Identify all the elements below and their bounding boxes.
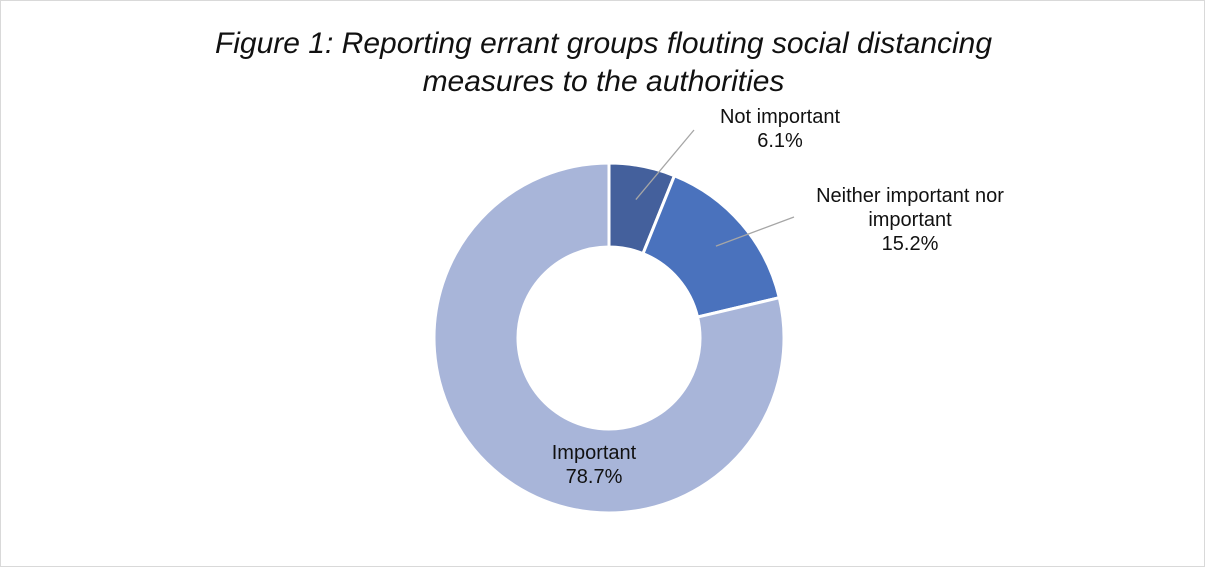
data-label-value: 15.2% [882, 233, 939, 255]
data-label-category: Important [552, 442, 637, 464]
data-label-category: Neither important nor [816, 185, 1004, 207]
data-label-value: 78.7% [566, 466, 623, 488]
leader-line-not_important [635, 129, 695, 200]
data-label-important: Important 78.7% [552, 442, 637, 488]
slice-neither [641, 173, 782, 319]
chart-title-line-1: Figure 1: Reporting errant groups flouti… [214, 27, 993, 60]
chart-title-line-2: measures to the authorities [422, 65, 785, 98]
data-label-category: Not important [720, 106, 840, 128]
chart-title: Figure 1: Reporting errant groups flouti… [1, 25, 1205, 101]
data-label-category: important [868, 209, 952, 231]
data-label-value: 6.1% [757, 130, 803, 152]
data-label-neither: Neither important nor important 15.2% [816, 185, 1004, 255]
data-label-not_important: Not important 6.1% [720, 106, 840, 152]
leader-line-neither [715, 216, 795, 247]
slice-important [432, 161, 786, 515]
